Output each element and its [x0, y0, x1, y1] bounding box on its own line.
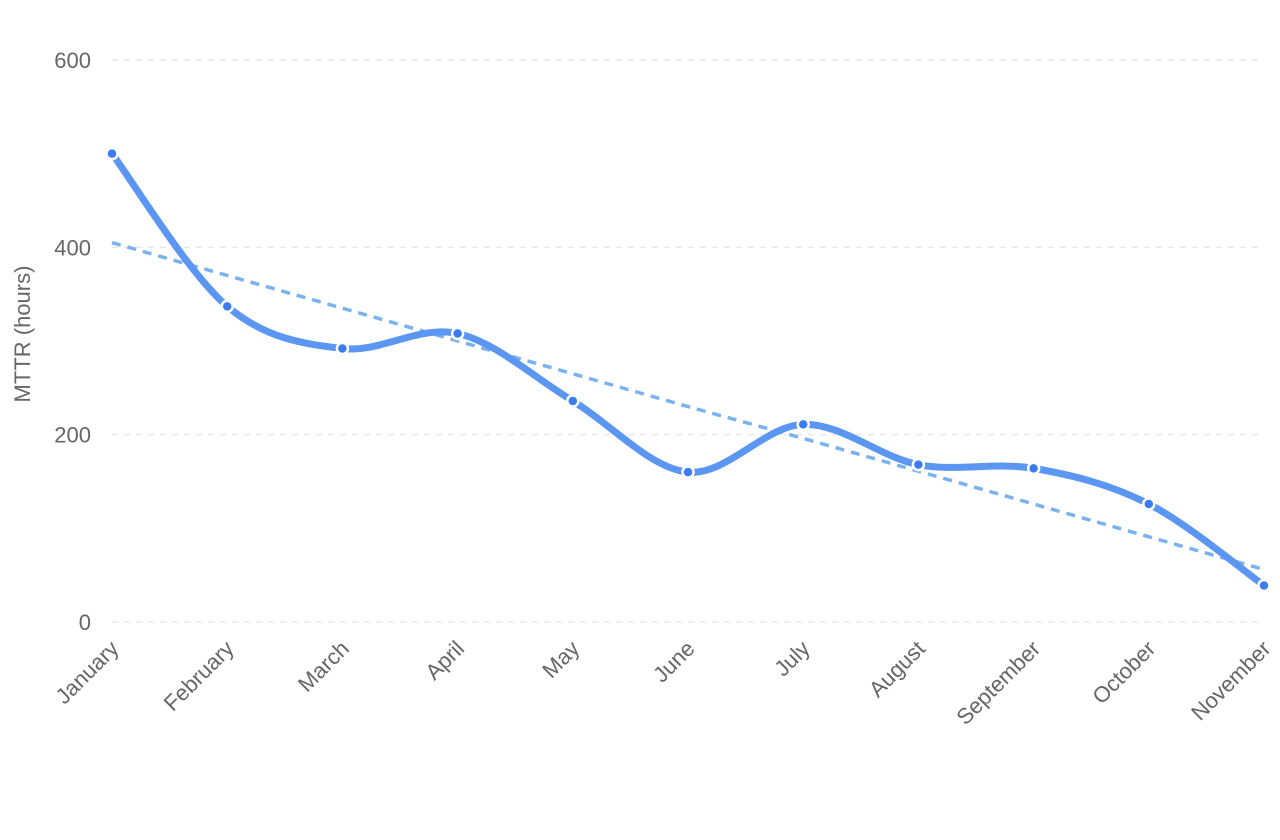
x-tick-label: January [51, 636, 124, 709]
data-point-september[interactable] [1026, 461, 1041, 476]
y-tick-label: 600 [54, 48, 91, 73]
x-tick-label: March [293, 636, 354, 697]
data-point-may[interactable] [566, 394, 580, 408]
x-axis-ticks: January February March April May June July Augu… [51, 636, 1276, 730]
x-tick-label: October [1087, 636, 1160, 709]
data-point-october[interactable] [1142, 497, 1156, 511]
data-point-july[interactable] [796, 417, 810, 432]
x-tick-label: November [1186, 636, 1275, 725]
data-point-june[interactable] [681, 465, 695, 479]
mttr-series-line [108, 150, 1268, 589]
data-point-april[interactable] [450, 326, 465, 341]
data-point-february[interactable] [220, 299, 234, 314]
x-tick-label: September [951, 636, 1045, 730]
data-point-march[interactable] [335, 341, 350, 356]
x-tick-label: July [769, 636, 814, 681]
y-tick-label: 200 [54, 423, 91, 448]
data-point-january[interactable] [105, 146, 119, 161]
x-tick-label: April [420, 636, 469, 685]
data-point-august[interactable] [911, 457, 926, 472]
data-point-november[interactable] [1257, 578, 1271, 593]
x-tick-label: June [648, 636, 699, 687]
x-tick-label: February [159, 636, 239, 716]
series-layer [105, 146, 1271, 593]
trend-line [111, 240, 1265, 572]
x-tick-label: May [537, 636, 584, 683]
y-axis-ticks: 0 200 400 600 [54, 48, 91, 635]
y-tick-label: 400 [54, 235, 91, 260]
y-axis-title: MTTR (hours) [10, 266, 35, 403]
x-tick-label: August [864, 636, 930, 702]
y-tick-label: 0 [79, 610, 91, 635]
